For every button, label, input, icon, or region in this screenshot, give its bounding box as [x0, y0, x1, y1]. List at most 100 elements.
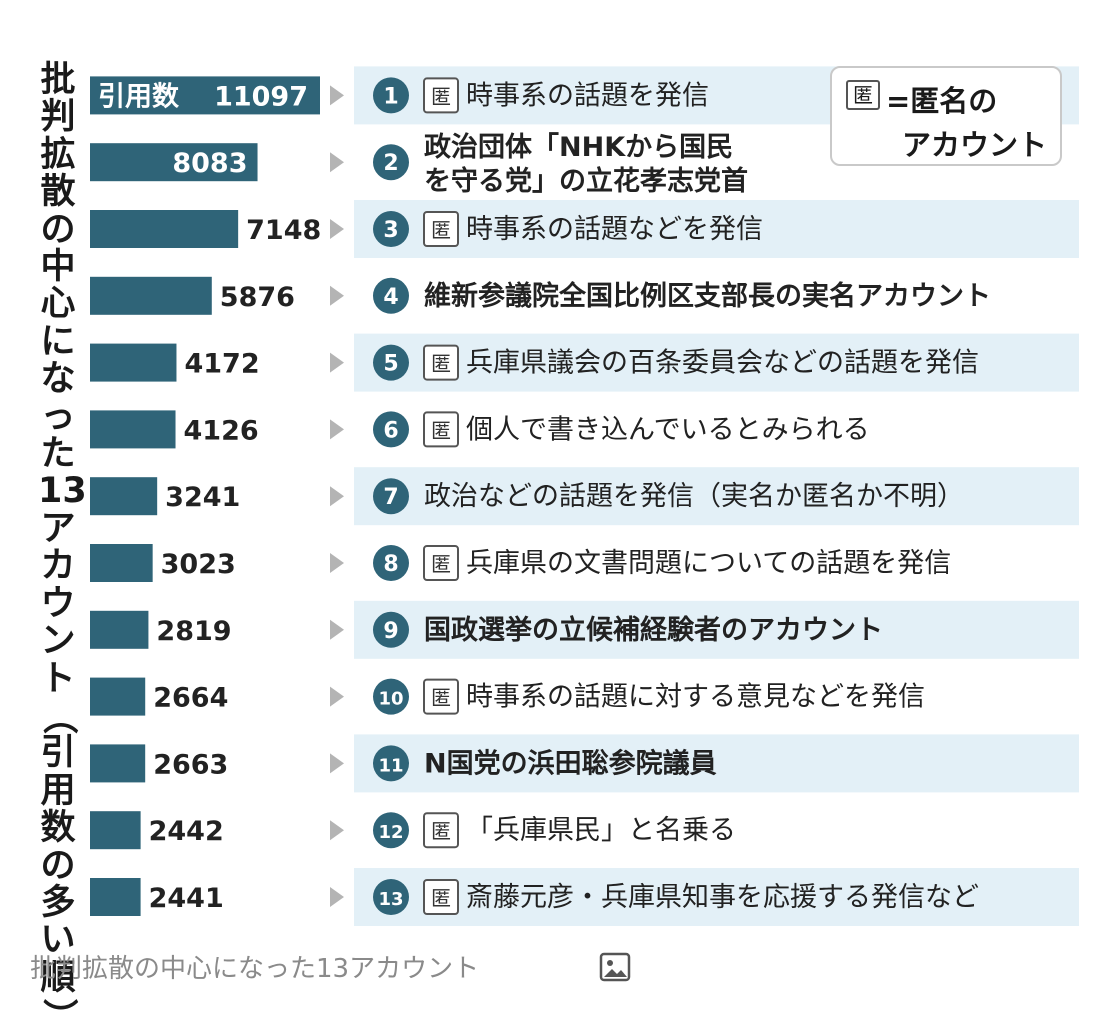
- rank-number: 1: [383, 84, 398, 109]
- vertical-title-char: な: [40, 359, 76, 400]
- bar: [90, 143, 258, 182]
- anonymous-mark-label: 匿: [431, 418, 451, 442]
- anonymous-mark-icon: [423, 545, 459, 581]
- anonymous-mark-label: 匿: [431, 352, 451, 376]
- value-label: 2442: [149, 816, 224, 847]
- bar: [90, 477, 158, 516]
- vertical-title-char: 引: [40, 733, 76, 774]
- value-label: 4172: [184, 349, 259, 380]
- rank-circle: [373, 144, 409, 181]
- value-label: 3241: [165, 482, 240, 513]
- arrow-icon: [330, 419, 344, 440]
- legend-line-1: =匿名の: [886, 84, 998, 118]
- arrow-icon: [330, 219, 344, 239]
- rank-number: 12: [378, 822, 403, 843]
- row-band: [354, 734, 1079, 793]
- rank-number: 4: [383, 285, 398, 310]
- row-band: [354, 266, 1079, 325]
- bar: [90, 744, 146, 783]
- vertical-title: 批判拡散の中心になった 13 アカウント（引用数の多い順）: [38, 60, 87, 1035]
- image-icon[interactable]: [598, 950, 632, 984]
- bar: [90, 610, 149, 649]
- bar: [90, 677, 146, 716]
- rank-number: 8: [383, 552, 398, 577]
- legend-box: 匿 =匿名の アカウント: [830, 66, 1062, 166]
- anonymous-mark-icon: [423, 879, 459, 915]
- legend-line-2: アカウント: [902, 128, 1048, 162]
- rank-number: 6: [383, 418, 398, 443]
- arrow-icon: [330, 619, 344, 640]
- bar: [90, 878, 141, 916]
- value-label: 2664: [153, 683, 228, 714]
- row-band: [354, 801, 1079, 860]
- category-label: 政治などの話題を発信（実名か匿名か不明）: [424, 481, 964, 512]
- bar: [90, 76, 320, 115]
- arrow-icon: [330, 686, 344, 707]
- vertical-title-char: ウ: [40, 583, 76, 624]
- category-label: 国政選挙の立候補経験者のアカウント: [424, 614, 883, 646]
- bar: [90, 544, 153, 582]
- category-label: 個人で書き込んでいるとみられる: [466, 414, 870, 445]
- rank-number: 9: [383, 619, 398, 644]
- anonymous-mark-icon: [423, 344, 459, 381]
- rank-circle: [373, 478, 409, 515]
- rank-number: 7: [383, 485, 398, 510]
- bar: [90, 210, 239, 248]
- rank-circle: [373, 411, 409, 448]
- anonymous-mark-label: 匿: [431, 686, 451, 710]
- rank-number: 13: [378, 889, 403, 910]
- row-band: [354, 868, 1079, 926]
- rank-circle: [373, 745, 409, 782]
- category-label: 兵庫県議会の百条委員会などの話題を発信: [466, 348, 979, 379]
- value-label: 3023: [161, 549, 236, 580]
- vertical-title-char: に: [40, 321, 76, 362]
- vertical-title-char: の: [40, 209, 76, 250]
- vertical-title-char: ）: [38, 998, 79, 1034]
- category-label: 兵庫県の文書問題についての話題を発信: [466, 548, 951, 579]
- row-band: [354, 333, 1079, 392]
- vertical-title-char: っ: [40, 396, 76, 437]
- rank-circle: [373, 545, 409, 581]
- vertical-title-char: ト: [40, 658, 76, 699]
- bar: [90, 811, 141, 850]
- vertical-title-char: 多: [40, 882, 76, 923]
- vertical-title-char: の: [40, 845, 76, 886]
- vertical-title-char: 批: [40, 60, 76, 100]
- rank-circle: [373, 344, 409, 381]
- value-label: 7148: [246, 215, 321, 246]
- category-label: 斎藤元彦・兵庫県知事を応援する発信など: [466, 882, 979, 913]
- vertical-title-char: 判: [40, 97, 76, 138]
- value-label: 2441: [149, 883, 224, 914]
- rank-number: 3: [383, 218, 398, 243]
- bar: [90, 410, 176, 449]
- arrow-icon: [330, 285, 344, 306]
- anonymous-mark-icon: [423, 411, 459, 448]
- caption: 批判拡散の中心になった13アカウント: [30, 954, 480, 984]
- row-band: [354, 667, 1079, 726]
- value-label: 8083: [172, 148, 247, 179]
- row-band: [354, 534, 1079, 592]
- bar: [90, 343, 177, 382]
- arrow-icon: [330, 820, 344, 841]
- value-label: 5876: [220, 282, 295, 313]
- anonymous-mark-label: 匿: [431, 552, 451, 576]
- category-label: N国党の浜田聡参院議員: [424, 747, 717, 779]
- anonymous-mark-label: 匿: [431, 218, 451, 242]
- rank-circle: [373, 211, 409, 247]
- arrow-icon: [330, 85, 344, 106]
- category-label: 維新参議院全国比例区支部長の実名アカウント: [424, 280, 991, 312]
- anonymous-mark-icon: 匿: [846, 80, 880, 110]
- rank-circle: [373, 678, 409, 715]
- vertical-title-char: 中: [40, 247, 76, 288]
- arrow-icon: [330, 753, 344, 774]
- rank-circle: [373, 812, 409, 849]
- rank-number: 2: [383, 151, 398, 176]
- vertical-title-char: 順: [40, 957, 76, 998]
- anonymous-mark-label: 匿: [431, 886, 451, 910]
- value-label: 11097: [214, 81, 308, 112]
- row-band: [354, 600, 1079, 659]
- vertical-title-char: ン: [40, 621, 76, 662]
- category-label: 時事系の話題などを発信: [466, 214, 763, 245]
- anonymous-mark-label: 匿: [431, 819, 451, 843]
- anonymous-mark-icon: [423, 211, 459, 247]
